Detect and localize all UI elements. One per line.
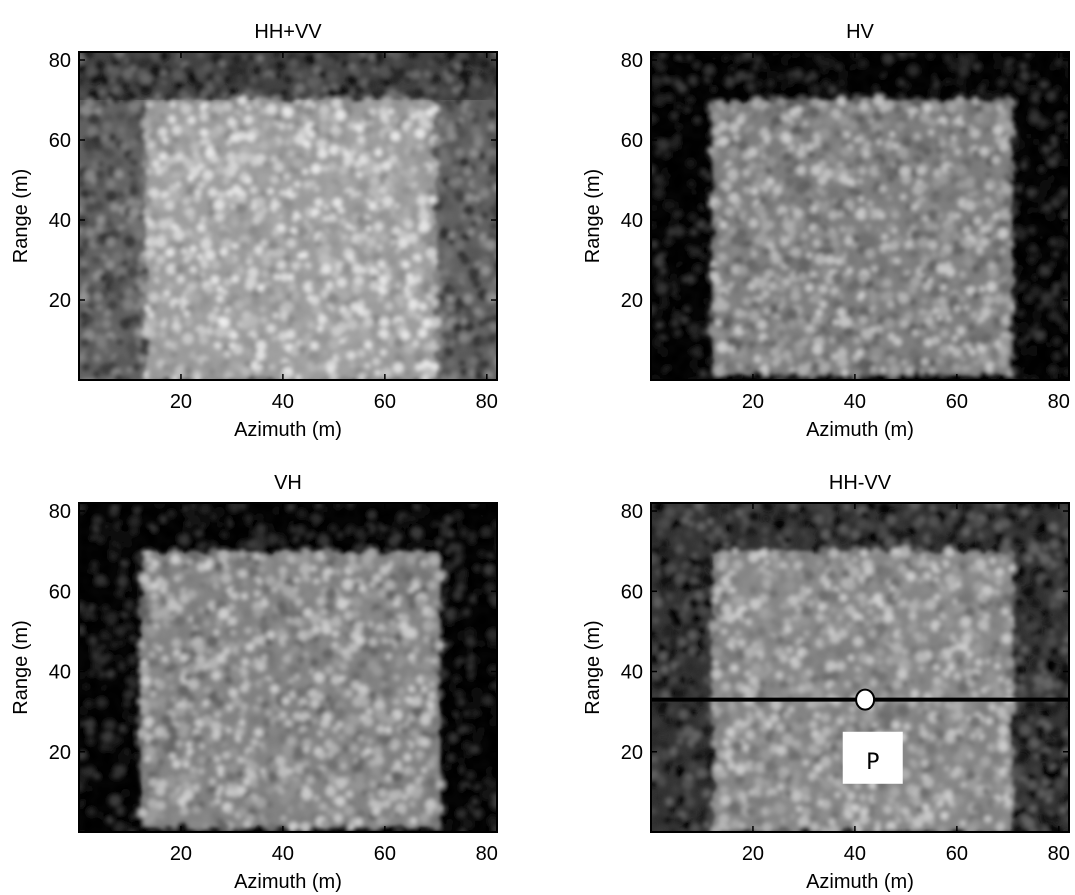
y-tick-label: 80 [621,50,643,72]
x-axis-label: Azimuth (m) [234,419,342,441]
y-tick-label: 20 [49,290,71,312]
x-tick-label: 60 [374,391,396,413]
x-tick-label: 80 [1048,391,1070,413]
heatmap-image [79,52,497,380]
x-tick-label: 40 [272,843,294,865]
y-tick-label: 60 [621,581,643,603]
heatmap-image [79,503,497,832]
y-tick-label: 20 [621,290,643,312]
heatmap-speckle [651,503,1069,832]
y-tick-label: 80 [621,501,643,523]
panel-title: HH+VV [254,21,322,43]
annotation-box [842,731,903,784]
y-tick-label: 40 [621,662,643,684]
x-tick-label: 20 [742,391,764,413]
axes-frame [78,502,498,833]
y-tick-label: 40 [49,662,71,684]
x-tick-label: 80 [1048,843,1070,865]
x-tick-label: 80 [476,391,498,413]
x-tick-label: 60 [374,843,396,865]
x-tick-label: 20 [170,391,192,413]
x-tick-label: 60 [946,391,968,413]
axes-frame [78,51,498,381]
x-tick-label: 40 [844,843,866,865]
heatmap-image [651,503,1069,832]
panel-3: 20 40 60 80 20 40 60 80 HH-VV Azimuth (m) Range (m… [582,472,1070,893]
heatmap-image [651,52,1069,380]
y-tick-label: 60 [49,581,71,603]
x-tick-label: 40 [844,391,866,413]
x-tick-label: 20 [170,843,192,865]
y-axis-label: Range (m) [582,169,604,263]
y-tick-label: 60 [49,130,71,152]
heatmap-speckle [79,52,497,380]
panel-2: 20 40 60 80 20 40 60 80 VH Azimuth (m) Range (m) [10,472,498,893]
x-axis-label: Azimuth (m) [234,871,342,893]
axes-frame [650,51,1070,381]
marker-point [855,688,876,711]
y-axis-label: Range (m) [10,169,32,263]
annotation-label: P [866,750,879,775]
x-tick-label: 60 [946,843,968,865]
x-tick-label: 40 [272,391,294,413]
y-tick-label: 40 [49,210,71,232]
y-tick-label: 80 [49,501,71,523]
panel-0: 20 40 60 80 20 40 60 80 HH+VV Azimuth (m) Range (m… [10,21,498,441]
x-tick-label: 20 [742,843,764,865]
y-tick-label: 80 [49,50,71,72]
x-tick-label: 80 [476,843,498,865]
y-tick-label: 20 [49,742,71,764]
y-tick-label: 40 [621,210,643,232]
panel-title: HH-VV [829,472,892,494]
y-axis-label: Range (m) [582,620,604,714]
y-axis-label: Range (m) [10,620,32,714]
x-axis-label: Azimuth (m) [806,871,914,893]
axes-frame [650,502,1070,833]
x-axis-label: Azimuth (m) [806,419,914,441]
panel-title: VH [274,472,302,494]
y-tick-label: 60 [621,130,643,152]
panel-title: HV [846,21,874,43]
panel-1: 20 40 60 80 20 40 60 80 HV Azimuth (m) Range (m) [582,21,1070,441]
heatmap-speckle [79,503,497,832]
y-tick-label: 20 [621,742,643,764]
